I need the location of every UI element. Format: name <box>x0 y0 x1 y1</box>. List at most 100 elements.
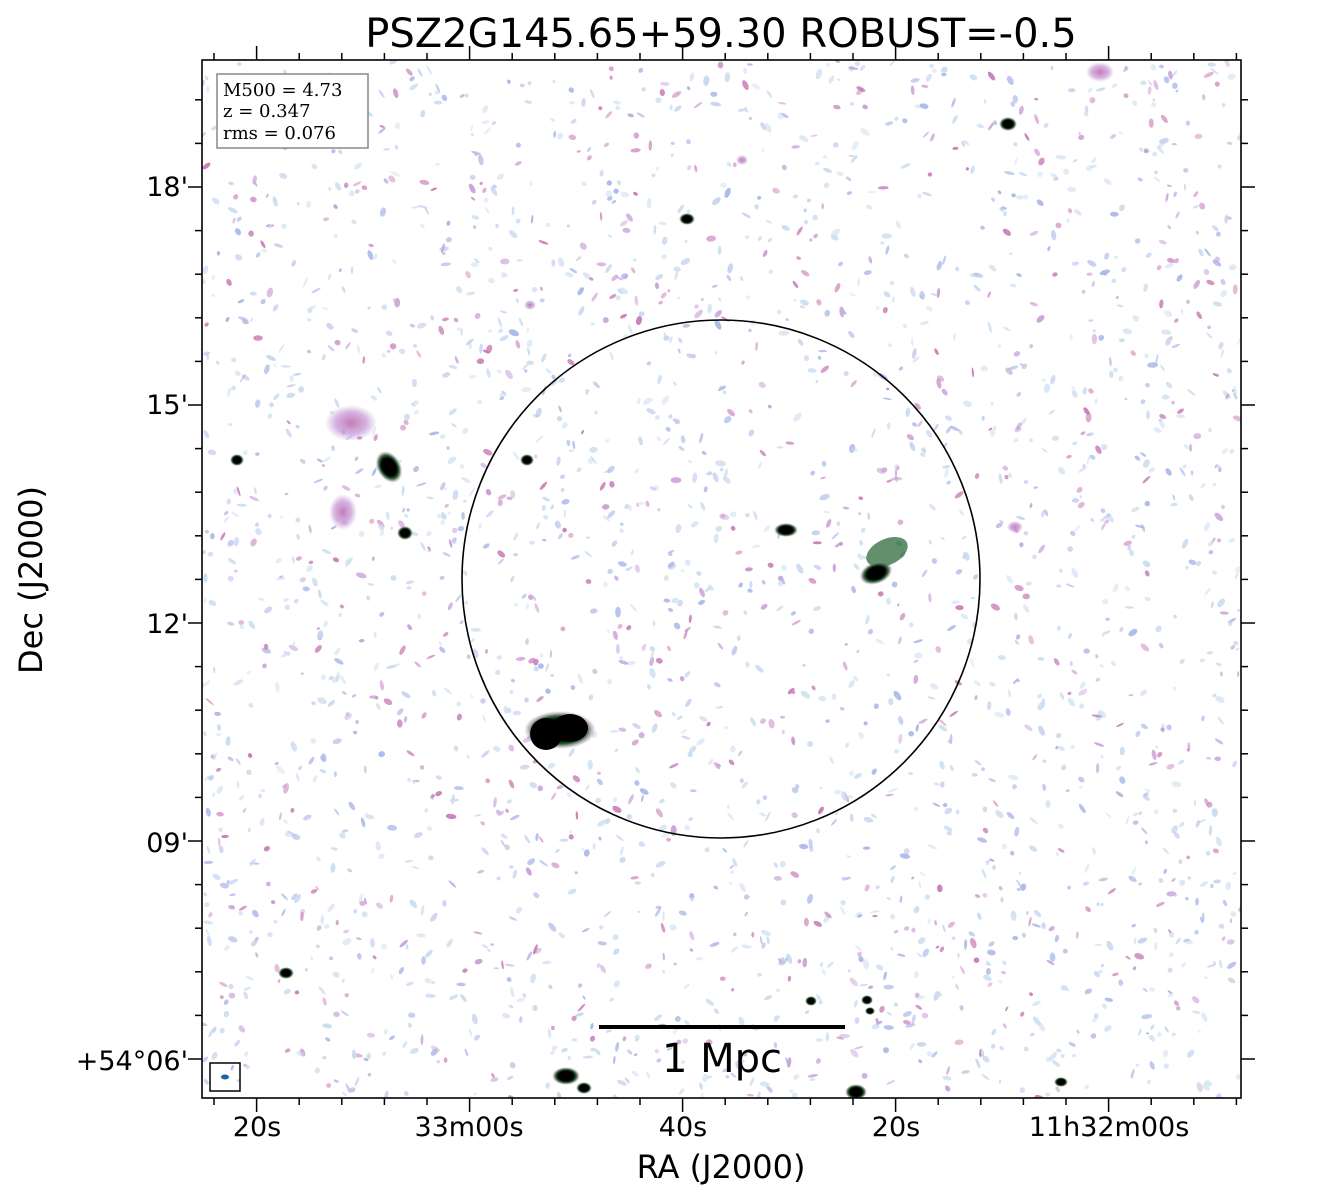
noise-speck <box>567 359 575 366</box>
x-tick-label: 40s <box>659 1112 707 1143</box>
y-tick-label: 15' <box>146 390 188 421</box>
noise-speck <box>1056 1048 1062 1053</box>
noise-speck <box>269 402 274 408</box>
noise-speck <box>1167 257 1175 264</box>
noise-speck <box>1150 1024 1155 1030</box>
noise-speck <box>883 291 891 298</box>
noise-speck <box>353 181 362 187</box>
noise-speck <box>619 528 624 533</box>
noise-speck <box>846 191 852 195</box>
noise-speck <box>631 1070 639 1077</box>
noise-speck <box>535 833 539 841</box>
noise-speck <box>479 343 483 354</box>
noise-speck <box>1018 172 1028 177</box>
noise-speck <box>540 353 547 363</box>
noise-speck <box>1023 1046 1029 1052</box>
noise-speck <box>585 579 592 584</box>
noise-speck <box>1175 1005 1181 1011</box>
noise-speck <box>211 1052 218 1060</box>
noise-speck <box>699 716 708 722</box>
noise-speck <box>428 431 440 436</box>
noise-speck <box>712 284 718 288</box>
noise-speck <box>551 1045 558 1051</box>
noise-speck <box>808 846 814 852</box>
noise-speck <box>615 1041 620 1053</box>
noise-speck <box>421 591 427 596</box>
noise-speck <box>515 340 521 349</box>
noise-speck <box>204 902 210 908</box>
radio-source <box>1086 62 1114 82</box>
noise-speck <box>903 1020 911 1025</box>
noise-speck <box>619 656 624 660</box>
noise-speck <box>230 1064 234 1071</box>
noise-speck <box>1134 953 1145 960</box>
noise-speck <box>743 610 748 615</box>
noise-speck <box>508 779 515 789</box>
noise-speck <box>963 551 970 561</box>
noise-speck <box>879 1005 885 1013</box>
noise-speck <box>1219 959 1223 969</box>
noise-speck <box>759 936 763 945</box>
noise-speck <box>1213 961 1217 965</box>
noise-speck <box>216 251 221 256</box>
noise-speck <box>464 93 469 98</box>
noise-speck <box>634 564 640 573</box>
noise-speck <box>591 199 597 205</box>
noise-speck <box>474 312 481 319</box>
noise-speck <box>899 613 906 621</box>
noise-speck <box>847 795 854 799</box>
noise-speck <box>747 588 753 593</box>
noise-speck <box>1031 1000 1041 1007</box>
noise-speck <box>1086 432 1094 437</box>
noise-speck <box>955 984 959 990</box>
noise-speck <box>1029 1032 1035 1037</box>
noise-speck <box>1067 885 1071 890</box>
noise-speck <box>1194 133 1203 140</box>
noise-speck <box>524 697 529 703</box>
noise-speck <box>773 1042 778 1049</box>
noise-speck <box>645 500 650 507</box>
noise-speck <box>719 976 726 981</box>
noise-speck <box>981 767 985 772</box>
noise-speck <box>411 865 420 870</box>
noise-speck <box>383 1029 388 1035</box>
noise-speck <box>1159 299 1164 309</box>
noise-speck <box>987 122 994 131</box>
noise-speck <box>748 116 753 121</box>
noise-speck <box>667 678 673 682</box>
noise-speck <box>425 949 433 958</box>
noise-speck <box>1132 820 1139 825</box>
noise-speck <box>597 941 607 946</box>
noise-speck <box>918 718 928 724</box>
noise-speck <box>539 286 543 291</box>
noise-speck <box>741 212 752 219</box>
noise-speck <box>335 919 339 926</box>
noise-speck <box>1016 422 1022 428</box>
noise-speck <box>509 689 514 694</box>
noise-speck <box>706 1075 713 1079</box>
noise-speck <box>607 629 610 634</box>
noise-speck <box>926 1051 934 1058</box>
noise-speck <box>414 661 422 668</box>
noise-speck <box>592 842 596 850</box>
noise-speck <box>1173 614 1178 619</box>
noise-speck <box>655 166 660 171</box>
noise-speck <box>260 788 266 793</box>
noise-speck <box>495 669 501 676</box>
noise-speck <box>838 1033 850 1039</box>
noise-speck <box>1014 584 1024 592</box>
noise-speck <box>1070 530 1076 536</box>
noise-speck <box>333 234 338 239</box>
noise-speck <box>294 990 300 995</box>
noise-speck <box>837 78 841 82</box>
noise-speck <box>849 292 856 297</box>
noise-speck <box>207 449 217 456</box>
noise-speck <box>469 374 476 379</box>
noise-speck <box>375 841 381 851</box>
noise-speck <box>1050 230 1057 241</box>
noise-speck <box>203 1079 209 1085</box>
noise-speck <box>1174 318 1179 323</box>
noise-speck <box>1204 798 1209 806</box>
noise-speck <box>1001 843 1008 850</box>
noise-speck <box>442 372 451 378</box>
